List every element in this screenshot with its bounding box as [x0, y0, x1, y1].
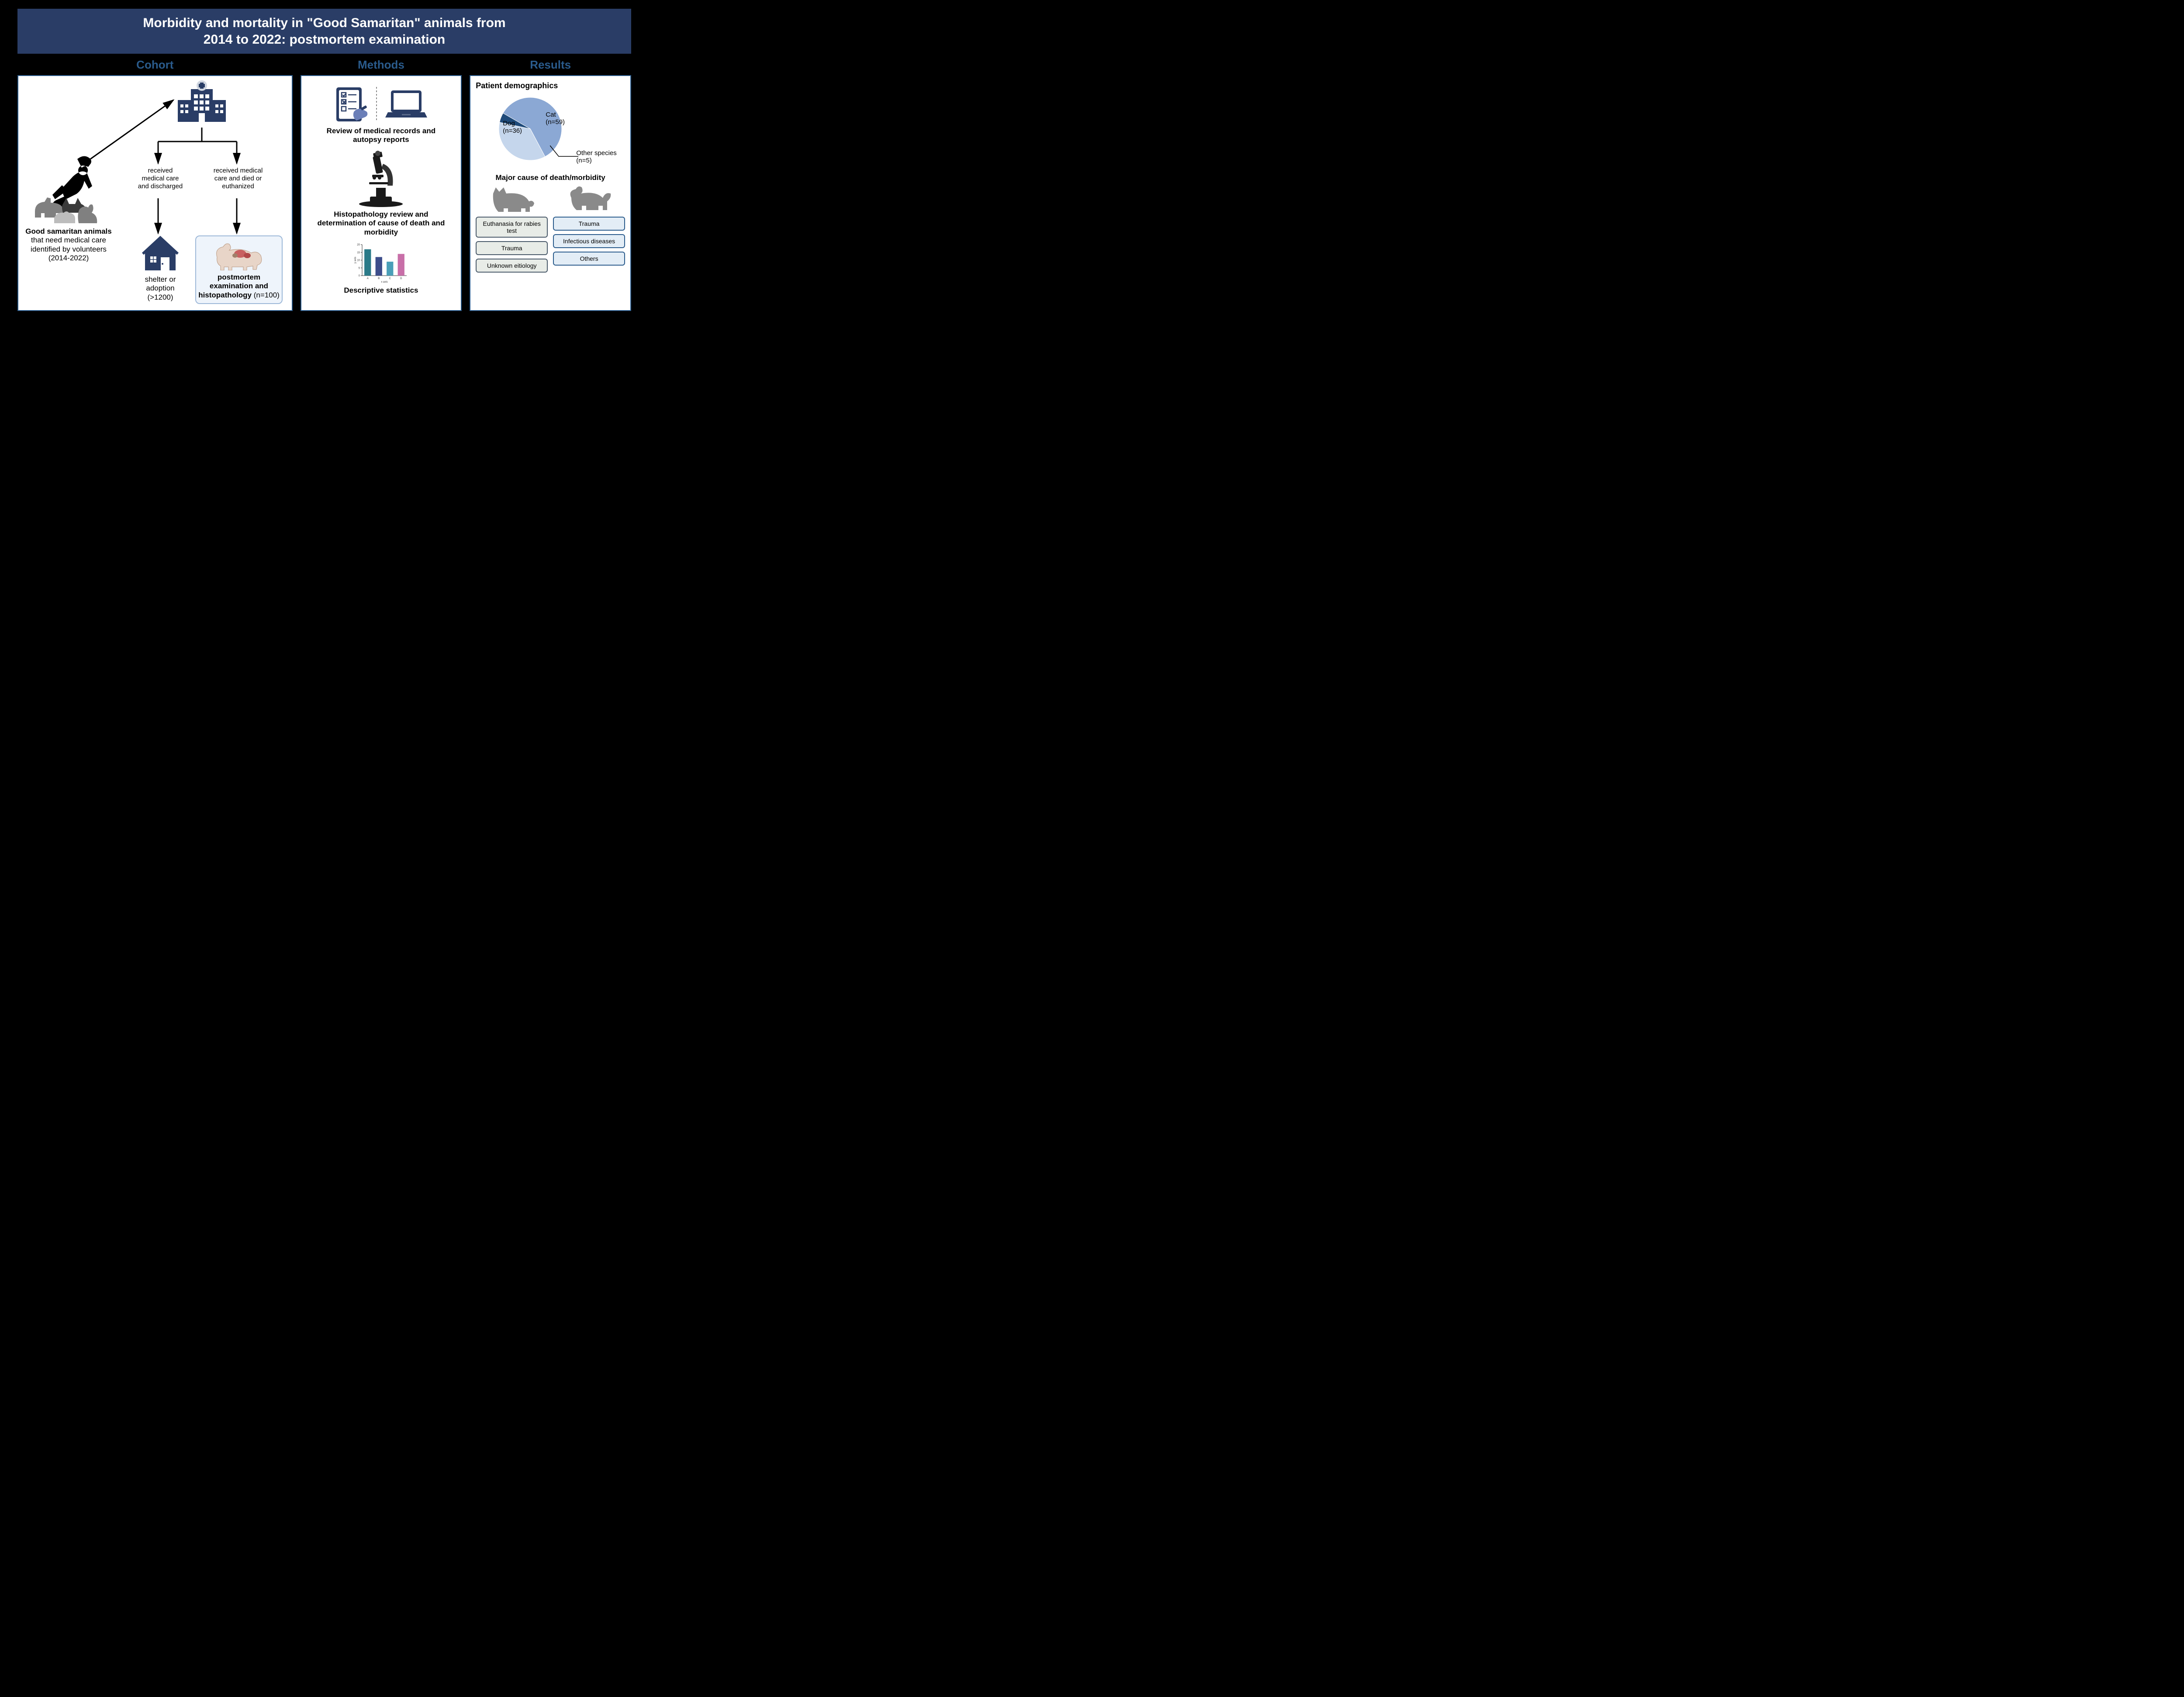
title-line1: Morbidity and mortality in "Good Samarit… [26, 15, 622, 31]
dog-cause-3: Others [553, 252, 625, 266]
cause-col-dog: Trauma Infectious diseases Others [553, 185, 625, 273]
results-cause-title: Major cause of death/morbidity [476, 173, 625, 182]
volunteer-caption: Good samaritan animals that need medical… [23, 227, 114, 263]
panels-row: Good samaritan animals that need medical… [17, 75, 631, 311]
panel-methods: Review of medical records and autopsy re… [301, 75, 462, 311]
cohort-branch-discharged: received medical care and discharged [128, 167, 193, 190]
panel-results: Patient demographics Cat(n=59) Dog(n=36)… [470, 75, 631, 311]
house-icon [141, 235, 180, 273]
methods-step2: Histopathology review and determination … [315, 210, 446, 237]
svg-text:5: 5 [359, 267, 360, 270]
svg-text:y axis: y axis [354, 257, 357, 263]
panel-cohort: Good samaritan animals that need medical… [17, 75, 293, 311]
header-cohort: Cohort [17, 58, 293, 72]
svg-text:A: A [367, 277, 369, 280]
cat-cause-3: Unknown eitiology [476, 259, 548, 273]
title-bar: Morbidity and mortality in "Good Samarit… [17, 9, 631, 54]
pie-label-cat: Cat(n=59) [546, 111, 565, 126]
pm-count: (n=100) [252, 291, 280, 299]
volunteer-animals-icon [31, 155, 106, 225]
shelter-count: (>1200) [132, 293, 189, 302]
header-methods: Methods [301, 58, 462, 72]
branch2-l3: euthanized [201, 183, 275, 190]
dog-silhouette-icon [565, 185, 613, 213]
pm-l3: histopathology [198, 291, 252, 299]
branch1-l2: medical care [128, 175, 193, 183]
shelter-l1: shelter or [132, 275, 189, 284]
cohort-branch-died: received medical care and died or euthan… [201, 167, 275, 190]
pie-label-other: Other species (n=5) [576, 150, 624, 164]
bar-chart-icon: 0 5 10 15 20 A B C Dy axis x axis [352, 242, 409, 283]
divider-icon [376, 85, 377, 124]
pm-l1: postmortem [218, 273, 260, 281]
svg-text:C: C [389, 277, 391, 280]
methods-icons-row [334, 85, 428, 124]
section-headers-row: Cohort Methods Results [17, 58, 631, 72]
pm-l2: examination and [210, 282, 268, 290]
branch1-l1: received [128, 167, 193, 175]
branch2-l1: received medical [201, 167, 275, 175]
svg-text:B: B [378, 277, 380, 280]
microscope-icon [357, 151, 405, 207]
dog-anatomy-icon [211, 240, 267, 270]
svg-text:0: 0 [359, 275, 360, 277]
cat-cause-2: Trauma [476, 241, 548, 255]
shelter-caption: shelter or adoption (>1200) [132, 275, 189, 302]
cohort-shelter-block: shelter or adoption (>1200) [132, 235, 189, 302]
shelter-l2: adoption [132, 284, 189, 293]
laptop-icon [384, 87, 428, 122]
cohort-volunteer-block: Good samaritan animals that need medical… [23, 155, 114, 263]
cat-cause-1: Euthanasia for rabies test [476, 217, 548, 238]
svg-text:x axis: x axis [381, 281, 388, 283]
clipboard-hand-icon [334, 85, 369, 124]
methods-step1: Review of medical records and autopsy re… [320, 127, 442, 145]
svg-text:15: 15 [357, 252, 360, 254]
branch2-l2: care and died or [201, 175, 275, 183]
cohort-hospital-block [176, 80, 228, 127]
pie-wrap: Cat(n=59) Dog(n=36) Other species (n=5) [476, 93, 625, 172]
methods-step3: Descriptive statistics [344, 286, 418, 295]
cohort-postmortem-block: postmortem examination and histopatholog… [195, 235, 283, 304]
header-results: Results [470, 58, 631, 72]
volunteer-desc: that need medical care identified by vol… [31, 236, 107, 262]
cause-col-cat: Euthanasia for rabies test Trauma Unknow… [476, 185, 548, 273]
svg-text:20: 20 [357, 244, 360, 246]
dog-cause-2: Infectious diseases [553, 234, 625, 248]
dog-cause-1: Trauma [553, 217, 625, 231]
title-line2: 2014 to 2022: postmortem examination [26, 31, 622, 48]
cause-columns: Euthanasia for rabies test Trauma Unknow… [476, 185, 625, 273]
hospital-icon [176, 80, 228, 124]
results-demo-title: Patient demographics [476, 81, 625, 90]
svg-text:10: 10 [357, 259, 360, 262]
branch1-l3: and discharged [128, 183, 193, 190]
svg-text:D: D [400, 277, 402, 280]
volunteer-title: Good samaritan animals [25, 227, 111, 235]
pm-caption: postmortem examination and histopatholog… [198, 273, 280, 300]
cat-silhouette-icon [488, 185, 536, 213]
pie-label-dog: Dog(n=36) [503, 120, 522, 135]
